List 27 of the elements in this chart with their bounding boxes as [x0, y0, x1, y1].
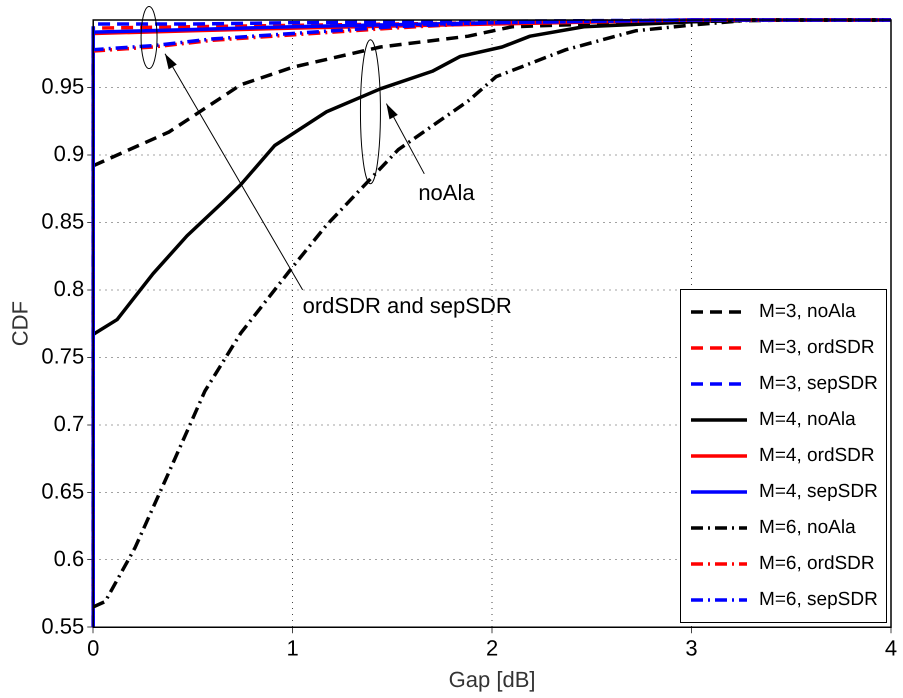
legend-label: M=3, noAla: [759, 301, 856, 324]
legend-label: M=6, ordSDR: [759, 553, 875, 576]
legend-label: M=4, ordSDR: [759, 445, 875, 468]
y-tick-label: 0.85: [41, 208, 84, 234]
legend-label: M=6, sepSDR: [759, 589, 878, 612]
legend-label: M=3, ordSDR: [759, 337, 875, 360]
legend-label: M=4, noAla: [759, 409, 856, 432]
y-tick-label: 0.55: [41, 613, 84, 638]
y-tick-label: 0.9: [54, 140, 84, 166]
x-tick-label: 1: [286, 635, 299, 660]
y-tick-label: 0.95: [41, 74, 84, 99]
y-tick-label: 0.7: [54, 410, 84, 436]
y-tick-label: 0.65: [41, 478, 84, 504]
legend-label: M=6, noAla: [759, 517, 856, 540]
annotation: noAla: [418, 180, 475, 206]
x-tick-label: 3: [685, 635, 698, 660]
legend-label: M=4, sepSDR: [759, 481, 878, 504]
y-tick-label: 0.8: [54, 276, 84, 301]
y-tick-label: 0.6: [54, 546, 84, 571]
y-tick-label: 0.75: [41, 343, 84, 368]
x-tick-label: 2: [486, 635, 498, 660]
annotation: ordSDR and sepSDR: [302, 293, 512, 320]
legend-label: M=3, sepSDR: [759, 373, 878, 396]
y-axis-title: CDF: [7, 300, 32, 346]
x-tick-label: 4: [884, 635, 898, 660]
x-axis-title: Gap [dB]: [448, 666, 536, 692]
x-tick-label: 0: [87, 635, 100, 660]
